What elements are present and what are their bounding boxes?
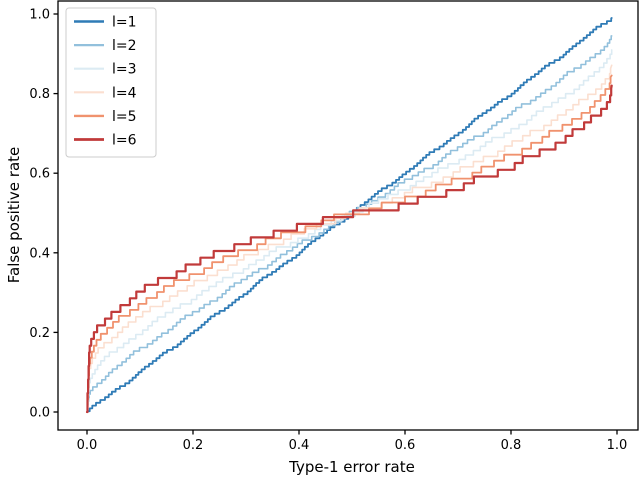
legend-entry-l=1: l=1 (74, 15, 137, 31)
legend-label-l=3: l=3 (112, 62, 137, 78)
x-tick-label: 0.4 (289, 438, 310, 453)
axes: 0.0 0.2 0.4 0.6 0.8 1.0 0.0 0.2 0.4 0.6 0.8 1.0 (29, 0, 639, 453)
x-tick-label: 0.6 (395, 438, 416, 453)
y-tick-label: 0.6 (29, 167, 50, 182)
legend-entry-l=4: l=4 (74, 85, 137, 101)
y-tick-label: 0.4 (29, 246, 50, 261)
series-line-l=3 (86, 49, 613, 413)
series-lines (85, 17, 613, 414)
legend-entries: l=1 l=2 l=3 l=4 l=5 l=6 (74, 15, 137, 149)
x-tick-label: 0.0 (77, 438, 98, 453)
x-tick-label: 0.2 (183, 438, 204, 453)
x-tick-label: 0.8 (501, 438, 522, 453)
legend-entry-l=6: l=6 (74, 133, 137, 149)
legend-entry-l=3: l=3 (74, 62, 137, 78)
y-axis-ticks: 0.0 0.2 0.4 0.6 0.8 1.0 (29, 8, 58, 421)
x-tick-label: 1.0 (607, 438, 628, 453)
legend: l=1 l=2 l=3 l=4 l=5 l=6 (65, 7, 157, 158)
series-line-l=4 (86, 64, 613, 413)
y-tick-label: 0.2 (29, 326, 50, 341)
legend-label-l=4: l=4 (112, 85, 137, 101)
y-tick-label: 0.0 (29, 406, 50, 421)
legend-label-l=6: l=6 (112, 133, 137, 149)
legend-entry-l=2: l=2 (74, 38, 137, 54)
series-line-l=6 (85, 84, 613, 414)
series-line-l=5 (86, 74, 613, 413)
legend-box (65, 7, 157, 158)
series-line-l=2 (86, 35, 613, 413)
y-tick-label: 1.0 (29, 8, 50, 23)
axes-frame (57, 0, 639, 431)
legend-label-l=2: l=2 (112, 38, 137, 54)
legend-entry-l=5: l=5 (74, 109, 137, 125)
legend-label-l=5: l=5 (112, 109, 137, 125)
x-axis-label: Type-1 error rate (288, 458, 415, 476)
legend-label-l=1: l=1 (112, 15, 137, 31)
y-tick-label: 0.8 (29, 87, 50, 102)
x-axis-ticks: 0.0 0.2 0.4 0.6 0.8 1.0 (77, 430, 628, 453)
y-axis-label: False positive rate (5, 147, 23, 284)
